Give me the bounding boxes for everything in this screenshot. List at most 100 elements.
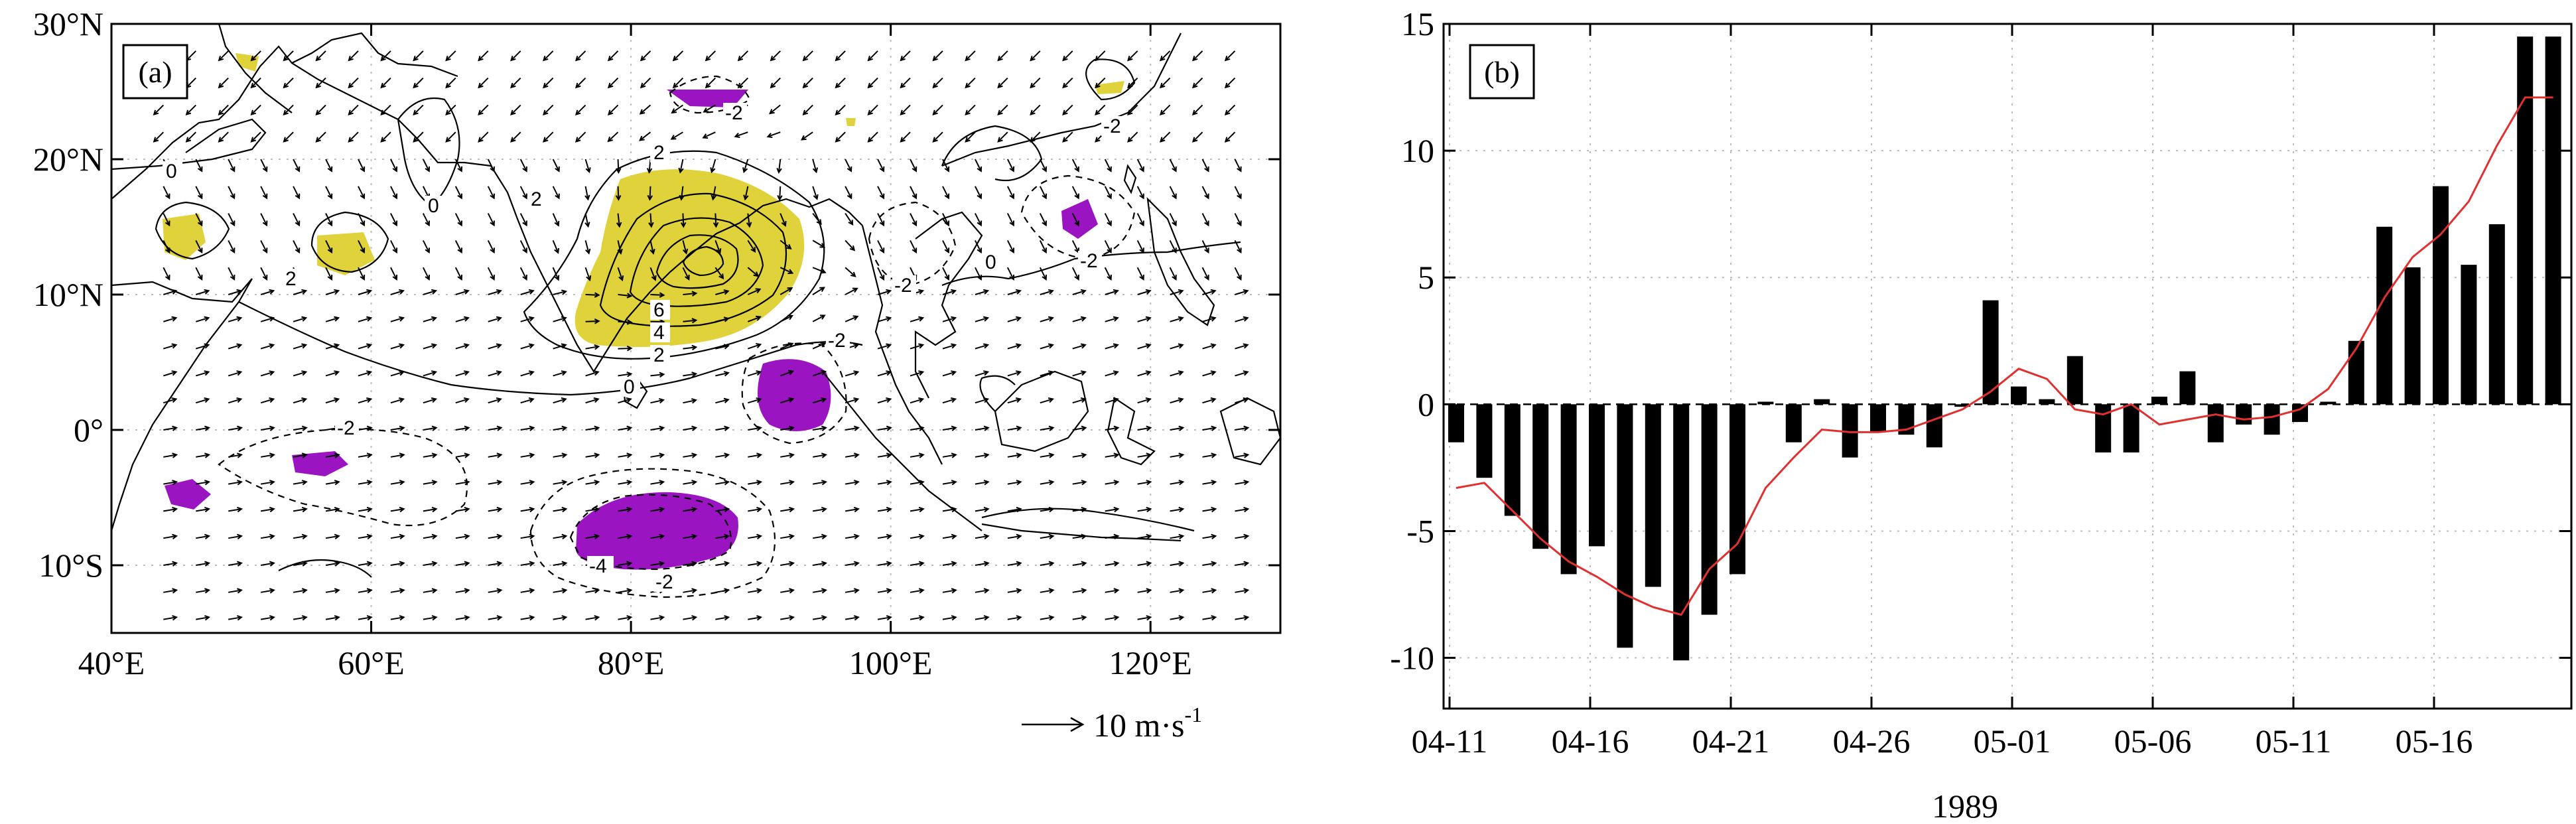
wind-vector — [585, 535, 599, 539]
wind-vector — [813, 616, 827, 620]
wind-vector — [975, 159, 982, 172]
wind-vector-head — [1081, 561, 1087, 567]
wind-vector — [585, 454, 599, 458]
wind-vector-head — [301, 615, 308, 621]
wind-vector-head — [1042, 220, 1048, 227]
wind-vector-head — [1016, 480, 1022, 486]
wind-vector-head — [478, 109, 484, 116]
wind-vector-head — [1009, 166, 1015, 172]
wind-vector — [455, 508, 469, 512]
wind-vector-head — [360, 275, 366, 281]
wind-vector — [1040, 317, 1053, 322]
wind-vector — [1062, 77, 1073, 88]
wind-vector — [543, 131, 554, 143]
wind-vector — [228, 317, 241, 322]
wind-vector — [1095, 77, 1106, 88]
y-tick-label: 0° — [74, 411, 103, 448]
wind-vector — [390, 535, 404, 539]
wind-vector-head — [269, 289, 275, 295]
wind-vector-head — [445, 82, 451, 89]
wind-vector-head — [1210, 316, 1217, 322]
wind-vector-head — [561, 452, 568, 458]
wind-vector-head — [723, 371, 730, 377]
wind-vector-head — [529, 480, 535, 486]
wind-vector-head — [789, 506, 795, 513]
wind-vector-head — [262, 247, 268, 254]
wind-vector — [650, 454, 664, 458]
contour-label: -2 — [337, 417, 355, 439]
coast-burma — [861, 225, 943, 465]
wind-vector-head — [951, 588, 957, 594]
wind-vector-head — [197, 166, 203, 172]
wind-vector — [575, 104, 586, 115]
wind-vector-head — [575, 82, 581, 89]
contour-0-south — [981, 508, 1195, 532]
wind-vector — [1160, 50, 1171, 61]
bar — [2264, 404, 2280, 435]
wind-vector-head — [848, 220, 854, 226]
wind-vector-head — [392, 275, 398, 281]
wind-vector — [520, 481, 534, 485]
wind-vector — [510, 131, 521, 143]
wind-vector-head — [327, 275, 333, 281]
wind-vector — [585, 371, 599, 377]
wind-vector — [519, 213, 527, 226]
wind-vector-head — [932, 55, 938, 62]
wind-vector-head — [1074, 193, 1079, 200]
wind-vector — [1235, 589, 1249, 593]
wind-vector — [649, 213, 652, 227]
wind-vector-head — [886, 506, 892, 513]
wind-vector-head — [1113, 615, 1120, 621]
wind-vector-head — [821, 506, 827, 513]
wind-vector — [813, 589, 827, 593]
wind-vector-head — [165, 193, 170, 200]
wind-vector-head — [886, 561, 892, 567]
wind-vector — [423, 427, 437, 431]
panel-label-box-b — [1469, 44, 1535, 100]
wind-vector-head — [1243, 316, 1249, 322]
bar — [1757, 401, 1774, 405]
wind-vector-head — [648, 222, 654, 228]
wind-vector-head — [236, 561, 243, 567]
wind-vector-head — [457, 220, 463, 227]
wind-vector — [812, 159, 817, 172]
bar-series — [1448, 36, 2561, 661]
wind-vector-head — [678, 167, 684, 174]
wind-vector — [585, 320, 599, 322]
wind-vector — [1137, 427, 1151, 431]
wind-vector — [812, 287, 825, 295]
wind-vector-head — [918, 343, 925, 349]
wind-vector — [1007, 371, 1021, 377]
wind-vector — [910, 240, 917, 253]
contour-neg-2-ph — [1020, 174, 1136, 260]
wind-vector — [1072, 290, 1086, 295]
wind-vector — [1006, 240, 1014, 253]
wind-vector-head — [594, 506, 600, 513]
wind-vector-head — [1048, 425, 1055, 431]
wind-vector-head — [594, 292, 600, 298]
wind-vector-head — [1204, 220, 1209, 227]
wind-vector — [423, 616, 437, 620]
wind-vector — [348, 131, 359, 143]
bar — [1560, 404, 1577, 575]
wind-vector — [358, 454, 372, 458]
wind-vector-head — [334, 370, 340, 376]
wind-vector-head — [431, 397, 438, 403]
wind-vector-head — [607, 109, 614, 116]
wind-vector-head — [626, 452, 633, 458]
wind-vector-head — [529, 615, 535, 621]
wind-vector-head — [1146, 561, 1152, 567]
wind-vector — [358, 344, 372, 350]
wind-vector — [845, 454, 859, 458]
wind-vector — [390, 267, 397, 280]
wind-vector-head — [1080, 343, 1087, 349]
wind-vector-head — [457, 247, 463, 254]
wind-vector — [975, 240, 982, 253]
wind-vector — [543, 104, 554, 115]
wind-vector-head — [626, 397, 632, 403]
wind-vector — [640, 50, 651, 61]
wind-vector-head — [918, 289, 925, 295]
wind-vector — [585, 346, 599, 350]
wind-vector-head — [1224, 55, 1231, 62]
